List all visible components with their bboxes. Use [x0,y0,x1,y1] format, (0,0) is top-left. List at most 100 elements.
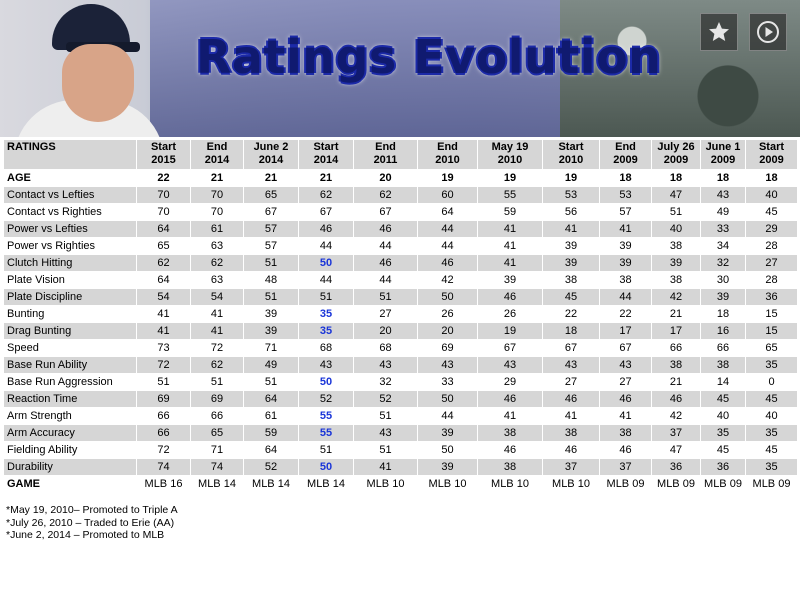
table-row: Plate Vision 64 63 48 44 44 42 39 38 38 38 30 28 [3,271,798,289]
table-cell: 18 [700,305,746,323]
table-cell: 21 [298,169,354,187]
table-cell: 51 [353,441,418,459]
table-cell: 74 [136,458,191,476]
column-header: June 1 2009 [700,139,746,170]
table-cell: 68 [353,339,418,357]
table-cell: 44 [353,271,418,289]
ratings-header: RATINGS [3,139,137,170]
row-label: Drag Bunting [3,322,137,340]
table-cell: 45 [700,441,746,459]
table-cell: 70 [136,186,191,204]
row-label: Power vs Lefties [3,220,137,238]
play-circle-icon [757,21,779,43]
column-header-line: 2009 [759,154,784,166]
page-title: Ratings Evolution [196,30,662,84]
table-cell: 72 [136,441,191,459]
table-cell: 51 [298,288,354,306]
table-cell: 64 [243,390,299,408]
table-row: Power vs Righties 65 63 57 44 44 44 41 39 39 38 34 2… [3,237,798,255]
column-header: Start 2009 [745,139,798,170]
row-label: Contact vs Lefties [3,186,137,204]
column-header: June 2 2014 [243,139,299,170]
table-cell: 71 [243,339,299,357]
table-row: Power vs Lefties 64 61 57 46 46 44 41 41 41 40 33 29 [3,220,798,238]
table-cell: 21 [243,169,299,187]
row-label: Speed [3,339,137,357]
table-cell: 44 [298,271,354,289]
table-cell: 36 [745,288,798,306]
row-label: GAME [3,475,137,493]
column-header-line: 2014 [258,154,284,166]
column-header-line: End [206,141,228,153]
table-cell: 59 [477,203,543,221]
column-header-line: Start [558,141,584,153]
table-cell: 40 [700,407,746,425]
table-cell: MLB 14 [298,475,354,493]
table-cell: 43 [298,356,354,374]
table-row: AGE 22 21 21 21 20 19 19 19 18 18 18 18 [3,169,798,187]
table-cell: 43 [353,424,418,442]
column-header-line: 2010 [435,154,460,166]
table-cell: 35 [745,458,798,476]
table-cell: 39 [243,322,299,340]
footnote: *July 26, 2010 – Traded to Erie (AA) [6,516,175,529]
column-header-line: 2014 [204,154,230,166]
table-cell: 65 [745,339,798,357]
table-row: Reaction Time 69 69 64 52 52 50 46 46 46 46 45 45 [3,390,798,408]
table-cell: 44 [298,237,354,255]
table-cell: 22 [136,169,191,187]
table-cell: 22 [542,305,600,323]
table-cell: 46 [477,390,543,408]
table-cell: 64 [136,220,191,238]
table-cell: 41 [190,322,244,340]
column-header-line: 2010 [497,154,523,166]
table-cell: 37 [599,458,652,476]
table-cell: 60 [417,186,478,204]
column-header-line: 2009 [613,154,638,166]
table-cell: MLB 10 [542,475,600,493]
table-row: Fielding Ability 72 71 64 51 51 50 46 46 46 47 45 45 [3,441,798,459]
table-cell: 18 [599,169,652,187]
table-cell: MLB 16 [136,475,191,493]
table-cell: 46 [417,254,478,272]
footnote: *June 2, 2014 – Promoted to MLB [6,529,165,541]
table-row: GAME MLB 16 MLB 14 MLB 14 MLB 14 MLB 10 MLB 10… [3,475,798,493]
table-cell: 39 [417,424,478,442]
table-cell: MLB 14 [190,475,244,493]
favorite-button[interactable] [700,13,738,51]
column-header-line: 2011 [373,154,398,166]
table-cell: 39 [599,254,652,272]
table-cell: 46 [477,288,543,306]
table-cell: 57 [599,203,652,221]
table-cell: 54 [190,288,244,306]
table-cell: 53 [599,186,652,204]
table-cell: 38 [700,356,746,374]
table-cell: 20 [417,322,478,340]
table-cell: 61 [190,220,244,238]
table-cell: 62 [353,186,418,204]
table-cell: MLB 09 [651,475,701,493]
table-cell: 42 [651,407,701,425]
table-cell: 62 [298,186,354,204]
table-cell: 54 [136,288,191,306]
table-cell: 18 [700,169,746,187]
table-cell: 26 [477,305,543,323]
table-cell: 27 [353,305,418,323]
table-cell: 43 [477,356,543,374]
table-cell: 51 [243,373,299,391]
table-cell: 43 [542,356,600,374]
table-cell: 35 [700,424,746,442]
row-label: Reaction Time [3,390,137,408]
play-button[interactable] [749,13,787,51]
table-cell: 55 [298,424,354,442]
row-label: Arm Strength [3,407,137,425]
table-cell: 41 [136,322,191,340]
table-cell: 64 [417,203,478,221]
table-cell: 69 [136,390,191,408]
table-cell: 63 [190,237,244,255]
table-cell: 41 [477,220,543,238]
table-cell: 70 [190,186,244,204]
column-header-line: July 26 [657,141,695,153]
table-row: Plate Discipline 54 54 51 51 51 50 46 45 44 42 39 36 [3,288,798,306]
table-cell: 39 [599,237,652,255]
